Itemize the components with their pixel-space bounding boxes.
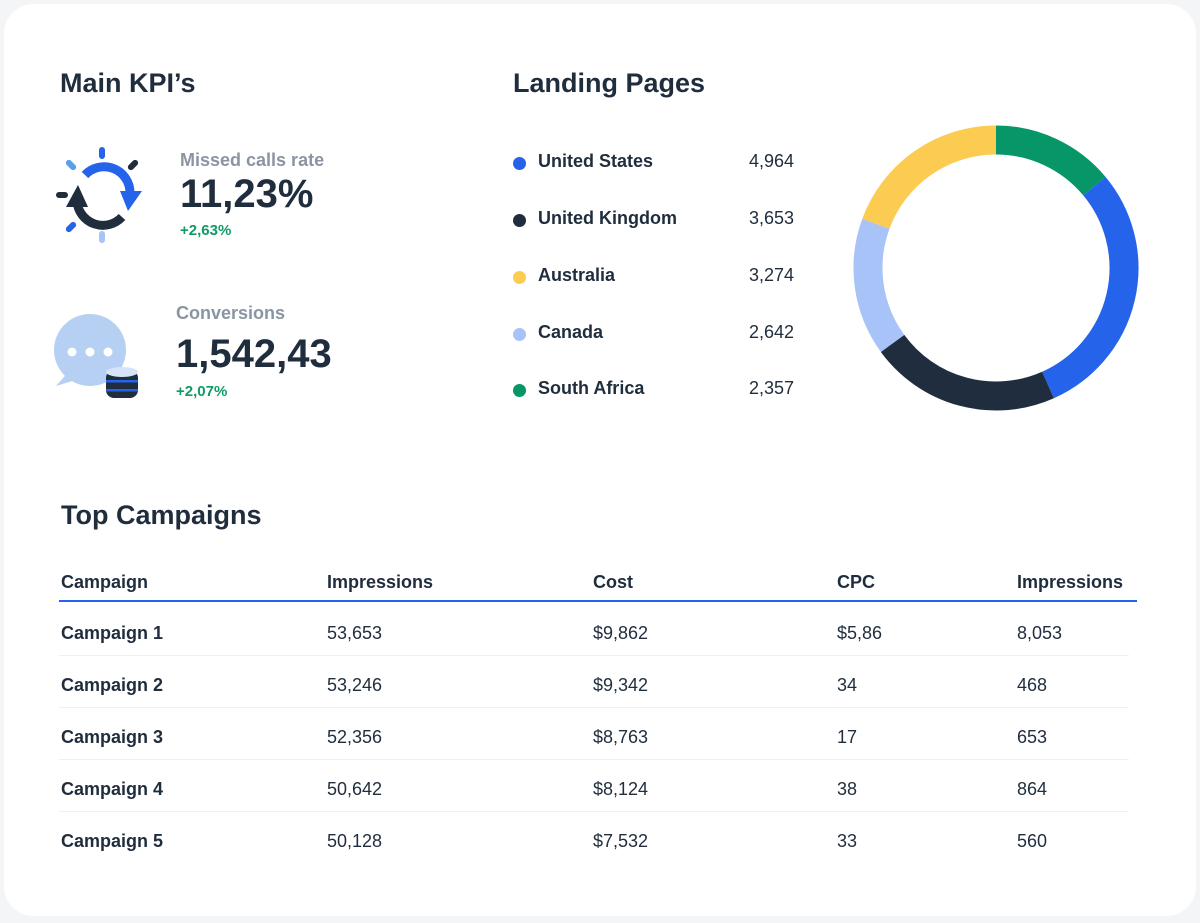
campaign-name: Campaign 3 [61, 727, 164, 747]
kpi-delta: +2,07% [176, 383, 228, 400]
table-cell: $7,532 [593, 831, 649, 851]
table-cell: 8,053 [1017, 623, 1063, 643]
legend-item: United Kingdom 3,653 [513, 208, 798, 232]
legend-item: Canada 2,642 [513, 322, 798, 346]
dashboard-card [4, 4, 1196, 916]
legend-dot [513, 271, 526, 284]
row-divider [59, 707, 1129, 708]
legend-name: Australia [538, 265, 616, 285]
donut-slice-south-africa [995, 125, 1106, 196]
table-cell: 38 [837, 779, 858, 799]
table-cell: $9,862 [593, 623, 649, 643]
landing-donut-chart [853, 125, 1139, 411]
chat-database-icon [54, 314, 138, 398]
table-cell: 34 [837, 675, 858, 695]
donut-slice-australia [862, 125, 997, 230]
legend-item: United States 4,964 [513, 151, 798, 175]
donut-slice-united-kingdom [880, 334, 1054, 411]
table-header-divider [59, 600, 1137, 602]
row-divider [59, 759, 1129, 760]
column-header[interactable]: CPC [837, 572, 876, 592]
table-cell: 53,246 [327, 675, 383, 695]
row-divider [59, 811, 1129, 812]
table-cell: 560 [1017, 831, 1048, 851]
table-cell: $9,342 [593, 675, 649, 695]
legend-value: 3,653 [748, 208, 794, 228]
table-cell: 653 [1017, 727, 1048, 747]
table-cell: 33 [837, 831, 858, 851]
legend-dot [513, 328, 526, 341]
campaigns-title: Top Campaigns [61, 500, 262, 530]
legend-item: South Africa 2,357 [513, 378, 798, 402]
table-cell: 52,356 [327, 727, 383, 747]
legend-value: 3,274 [748, 265, 794, 285]
campaign-name: Campaign 4 [61, 779, 164, 799]
campaign-name: Campaign 5 [61, 831, 164, 851]
column-header[interactable]: Campaign [61, 572, 149, 592]
legend-value: 2,642 [748, 322, 794, 342]
kpi-delta: +2,63% [180, 222, 232, 239]
legend-item: Australia 3,274 [513, 265, 798, 289]
kpi-title: Main KPI’s [60, 68, 196, 98]
column-header[interactable]: Impressions [1017, 572, 1124, 592]
legend-value: 2,357 [748, 378, 794, 398]
legend-value: 4,964 [748, 151, 794, 171]
column-header[interactable]: Impressions [327, 572, 434, 592]
donut-slice-united-states [1041, 176, 1139, 399]
kpi-value: 11,23% [180, 172, 314, 216]
campaign-name: Campaign 1 [61, 623, 164, 643]
landing-title: Landing Pages [513, 68, 706, 98]
table-cell: 864 [1017, 779, 1048, 799]
table-cell: 53,653 [327, 623, 383, 643]
table-cell: 50,642 [327, 779, 383, 799]
table-cell: $5,86 [837, 623, 883, 643]
legend-name: South Africa [538, 378, 645, 398]
table-cell: $8,124 [593, 779, 649, 799]
table-cell: 17 [837, 727, 858, 747]
kpi-value: 1,542,43 [176, 332, 332, 376]
legend-name: United Kingdom [538, 208, 677, 228]
campaign-name: Campaign 2 [61, 675, 164, 695]
row-divider [59, 655, 1129, 656]
donut-slice-canada [853, 218, 905, 352]
table-cell: $8,763 [593, 727, 649, 747]
legend-name: Canada [538, 322, 604, 342]
legend-name: United States [538, 151, 654, 171]
legend-dot [513, 157, 526, 170]
kpi-label: Missed calls rate [180, 150, 325, 170]
table-cell: 468 [1017, 675, 1048, 695]
legend-dot [513, 384, 526, 397]
kpi-label: Conversions [176, 303, 286, 323]
table-cell: 50,128 [327, 831, 383, 851]
column-header[interactable]: Cost [593, 572, 633, 592]
legend-dot [513, 214, 526, 227]
refresh-cycle-icon [56, 147, 142, 243]
